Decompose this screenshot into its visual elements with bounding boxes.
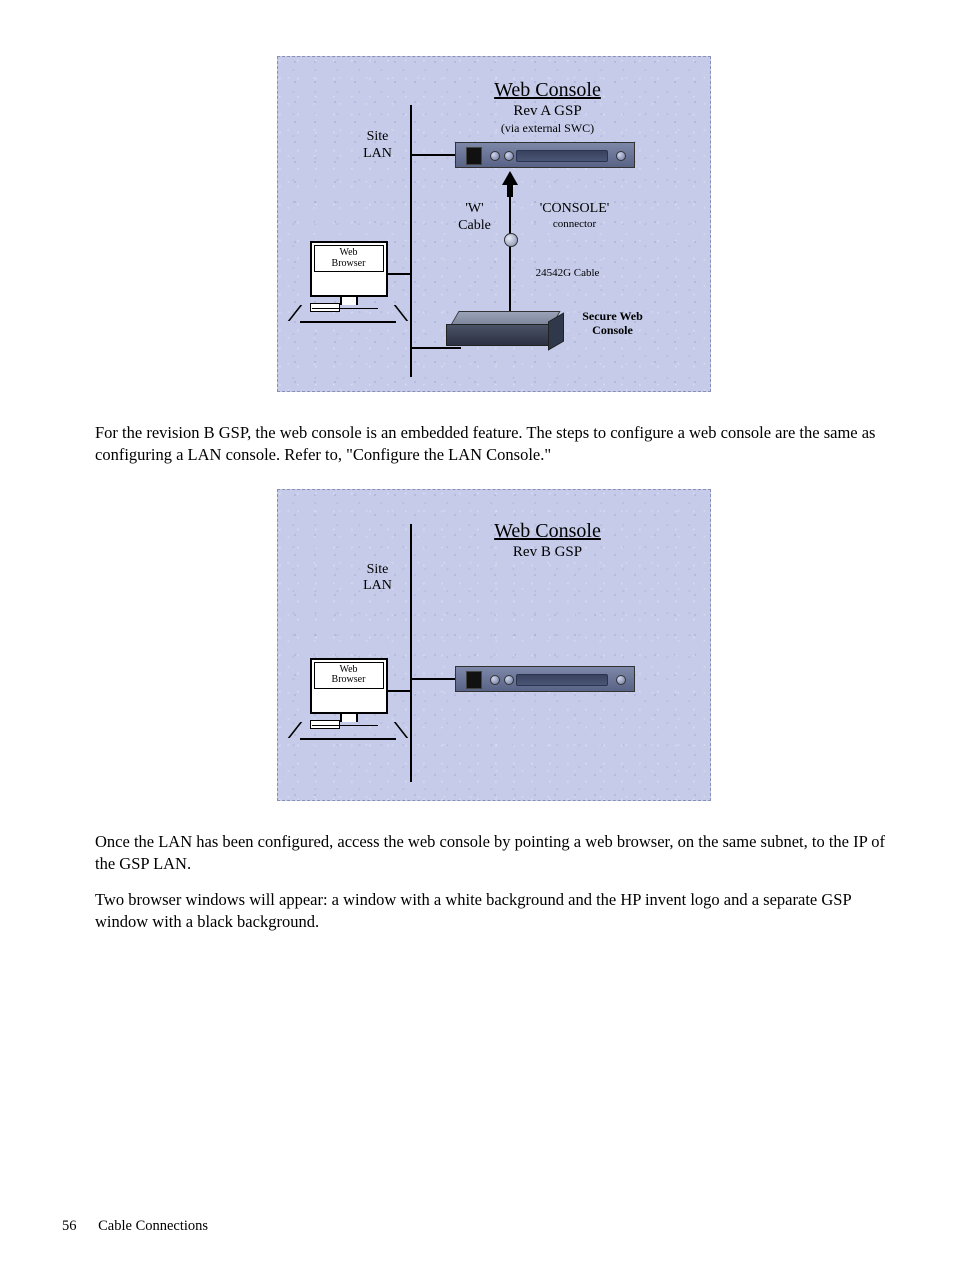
console-connector-label: 'CONSOLE' connector (530, 201, 620, 231)
arrow-up-icon (502, 171, 518, 197)
web-browser-label-2: Web Browser (314, 662, 384, 689)
swc-label-bot: Console (568, 323, 658, 337)
paragraph-3: Two browser windows will appear: a windo… (95, 889, 892, 934)
diagram1-subtitle: Rev A GSP (448, 103, 648, 120)
paragraph-1: For the revision B GSP, the web console … (95, 422, 892, 467)
diagram-rev-b: Web Console Rev B GSP Site LAN Web Brows… (277, 489, 711, 801)
section-name: Cable Connections (98, 1218, 208, 1234)
rack-server-icon (455, 142, 635, 168)
page-number: 56 (62, 1218, 77, 1234)
swc-label: Secure Web Console (568, 309, 658, 338)
computer-icon-2: Web Browser (294, 658, 404, 742)
paragraph-2: Once the LAN has been configured, access… (95, 831, 892, 876)
swc-label-top: Secure Web (568, 309, 658, 323)
diagram-rev-a: Web Console Rev A GSP (via external SWC)… (277, 56, 711, 392)
site-lan-label: Site LAN (356, 129, 400, 163)
rack-server-icon-2 (455, 666, 635, 692)
swc-box-icon (444, 311, 564, 351)
console-connector-top: 'CONSOLE' (530, 201, 620, 218)
page-footer: 56 Cable Connections (62, 1218, 208, 1235)
diagram2-subtitle: Rev B GSP (448, 544, 648, 561)
cable-name-label: 24542G Cable (518, 267, 618, 280)
computer-icon: Web Browser (294, 241, 404, 325)
site-lan-label-2: Site LAN (356, 562, 400, 596)
web-browser-label: Web Browser (314, 245, 384, 272)
diagram2-title: Web Console (448, 520, 648, 543)
console-connector-bot: connector (530, 218, 620, 231)
w-cable-label: 'W' Cable (450, 201, 500, 235)
port-icon (504, 233, 518, 247)
diagram1-subtitle2: (via external SWC) (448, 121, 648, 136)
diagram1-title: Web Console (448, 79, 648, 102)
